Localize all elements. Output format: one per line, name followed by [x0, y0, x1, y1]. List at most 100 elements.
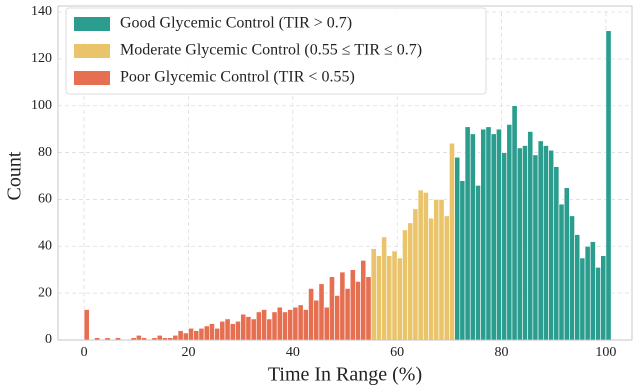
legend-swatch — [74, 17, 110, 31]
bar — [480, 128, 487, 341]
legend-label: Moderate Glycemic Control (0.55 ≤ TIR ≤ … — [120, 42, 422, 59]
x-tick-label: 0 — [81, 345, 88, 360]
y-tick-label: 80 — [38, 145, 52, 160]
bar — [297, 304, 304, 341]
bar — [172, 335, 179, 341]
bar — [449, 142, 455, 341]
bar — [595, 267, 601, 341]
x-tick-label: 80 — [495, 345, 509, 360]
bar — [271, 311, 278, 341]
bar — [240, 313, 247, 341]
bar — [443, 215, 450, 341]
bar — [334, 295, 341, 341]
bar — [370, 248, 377, 341]
bar — [302, 309, 309, 341]
bar — [282, 311, 288, 341]
bar — [391, 250, 398, 341]
bar — [203, 325, 210, 341]
bar — [250, 318, 257, 341]
bar — [433, 199, 440, 341]
bar — [496, 128, 502, 341]
x-tick-label: 40 — [286, 345, 300, 360]
bar — [193, 330, 200, 341]
bar — [198, 327, 205, 341]
bar — [182, 332, 189, 341]
bar — [584, 245, 591, 341]
bar — [276, 306, 283, 341]
bar — [506, 124, 513, 341]
bar — [532, 154, 539, 341]
bar — [579, 257, 586, 341]
bar — [459, 180, 466, 341]
bar — [255, 311, 262, 341]
bar — [563, 187, 570, 341]
bar — [292, 306, 299, 341]
y-axis-label: Count — [4, 151, 26, 200]
bar — [156, 335, 163, 341]
bar — [417, 189, 424, 341]
bar — [135, 335, 142, 341]
bar — [527, 131, 534, 341]
bar — [412, 208, 419, 341]
bar — [365, 276, 372, 341]
bar — [569, 215, 575, 341]
bar — [558, 203, 565, 341]
bar — [287, 309, 294, 341]
plot-frame — [57, 5, 633, 341]
y-tick-label: 60 — [38, 192, 52, 207]
bar — [407, 222, 414, 341]
bar — [422, 192, 429, 341]
bar — [516, 147, 523, 341]
bar — [360, 260, 367, 341]
bar — [177, 330, 184, 341]
bar — [349, 269, 356, 341]
bar — [344, 288, 351, 341]
bar — [188, 327, 194, 341]
y-tick-label: 40 — [38, 239, 52, 254]
bar — [428, 217, 435, 341]
bar — [266, 318, 273, 341]
bar — [308, 288, 314, 341]
bar — [355, 281, 361, 341]
y-tick-label: 140 — [31, 4, 52, 19]
bar — [438, 199, 445, 341]
bar — [229, 323, 236, 341]
bar — [214, 327, 221, 341]
legend-swatch — [74, 71, 110, 85]
bar — [574, 234, 581, 341]
x-tick-label: 60 — [390, 345, 404, 360]
bar — [522, 145, 528, 341]
bar — [464, 126, 471, 341]
bar — [381, 236, 388, 341]
bar — [454, 156, 461, 341]
bar — [469, 133, 476, 341]
bar — [542, 145, 549, 341]
bar — [605, 30, 612, 341]
bar — [235, 320, 241, 341]
legend-swatch — [74, 44, 110, 58]
bar — [589, 241, 596, 341]
x-tick-label: 20 — [181, 345, 195, 360]
bar — [396, 257, 403, 341]
bar — [209, 323, 215, 341]
bar — [245, 316, 252, 341]
bar — [323, 306, 330, 341]
y-tick-label: 0 — [45, 332, 52, 347]
legend-label: Good Glycemic Control (TIR > 0.7) — [120, 15, 352, 32]
bar — [553, 166, 560, 341]
bar — [224, 318, 231, 341]
x-axis-label: Time In Range (%) — [268, 364, 422, 386]
bar — [511, 105, 518, 341]
bar — [490, 133, 497, 341]
legend-label: Poor Glycemic Control (TIR < 0.55) — [120, 69, 355, 86]
y-tick-label: 100 — [31, 98, 52, 113]
bar — [313, 299, 320, 341]
bar — [402, 229, 408, 341]
y-tick-label: 120 — [31, 51, 52, 66]
x-tick-label: 100 — [595, 345, 616, 360]
bar — [329, 276, 335, 341]
bar — [339, 271, 346, 341]
bar — [219, 320, 226, 341]
bar — [376, 255, 382, 341]
